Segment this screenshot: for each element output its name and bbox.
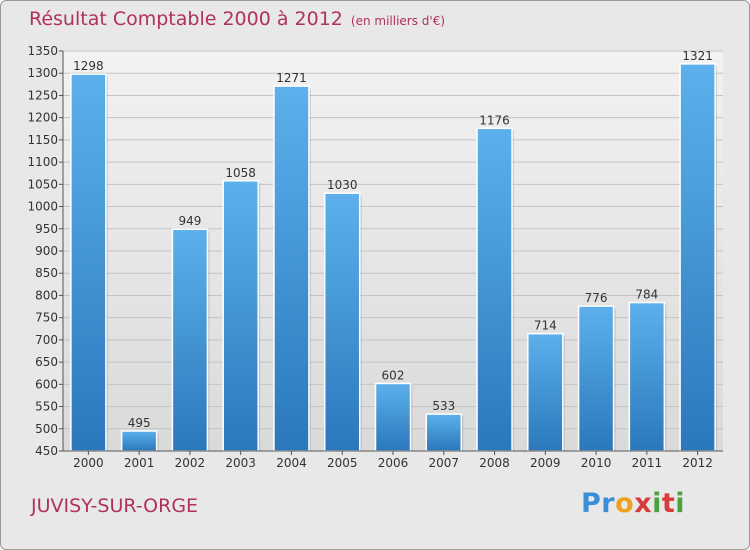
- bar-2012: [679, 63, 716, 452]
- y-tick-label: 1100: [27, 155, 58, 169]
- data-label-2007: 533: [432, 399, 455, 413]
- y-tick-label: 1250: [27, 88, 58, 102]
- y-tick-label: 1000: [27, 200, 58, 214]
- y-tick-label: 1300: [27, 66, 58, 80]
- x-axis: 2000 2001 2002 2003 2004 2005 2006 2007 2008 2009…: [63, 450, 723, 470]
- data-label-2005: 1030: [327, 178, 358, 192]
- data-label-2000: 1298: [73, 59, 104, 73]
- x-tick-label-2007: 2007: [428, 456, 459, 470]
- data-label-2004: 1271: [276, 71, 307, 85]
- y-tick-label: 1200: [27, 111, 58, 125]
- bar-2001: [120, 430, 158, 452]
- data-label-2002: 949: [178, 214, 201, 228]
- logo-letter: i: [675, 488, 686, 519]
- x-tick-label-2000: 2000: [73, 456, 104, 470]
- logo-letter: o: [615, 488, 635, 519]
- data-label-2012: 1321: [682, 49, 713, 63]
- y-tick-label: 600: [35, 377, 58, 391]
- logo-letter: t: [661, 488, 676, 519]
- data-label-2003: 1058: [225, 166, 256, 180]
- x-tick-label-2011: 2011: [632, 456, 663, 470]
- chart-title-text: Résultat Comptable 2000 à 2012: [29, 8, 343, 30]
- x-tick-label-2010: 2010: [581, 456, 612, 470]
- x-tick-label-2006: 2006: [378, 456, 409, 470]
- proxiti-logo: Proxiti: [581, 488, 685, 519]
- data-label-2001: 495: [128, 416, 151, 430]
- bar-2009: [527, 332, 564, 452]
- bar-2000: [70, 73, 107, 452]
- y-tick-label: 750: [35, 311, 58, 325]
- logo-letter: r: [601, 488, 616, 519]
- x-tick-label-2002: 2002: [175, 456, 206, 470]
- data-label-2008: 1176: [479, 113, 510, 127]
- logo-letter: i: [652, 488, 662, 519]
- chart-title: Résultat Comptable 2000 à 2012 (en millie…: [29, 8, 445, 30]
- y-tick-label: 800: [35, 288, 58, 302]
- y-tick-label: 550: [35, 400, 58, 414]
- x-tick-label-2001: 2001: [124, 456, 155, 470]
- data-label-2011: 784: [635, 288, 658, 302]
- data-label-2009: 714: [534, 319, 557, 333]
- y-tick-label: 700: [35, 333, 58, 347]
- y-axis: 450 500 550 600 650 700 750 800 850 900 950 1000 105…: [27, 44, 64, 458]
- x-tick-label-2004: 2004: [276, 456, 307, 470]
- x-tick-label-2008: 2008: [479, 456, 510, 470]
- x-tick-label-2012: 2012: [682, 456, 713, 470]
- y-tick-label: 1050: [27, 177, 58, 191]
- bar-2005: [323, 192, 361, 452]
- data-label-2010: 776: [585, 291, 608, 305]
- bar-2011: [628, 301, 666, 452]
- location-label: JUVISY-SUR-ORGE: [31, 495, 199, 517]
- logo-letter: P: [581, 488, 602, 519]
- bar-2002: [171, 228, 209, 452]
- y-tick-label: 900: [35, 244, 58, 258]
- y-tick-label: 1350: [27, 44, 58, 58]
- y-tick-label: 650: [35, 355, 58, 369]
- data-label-2006: 602: [382, 368, 405, 382]
- y-tick-label: 500: [35, 422, 58, 436]
- bar-2006: [374, 382, 412, 452]
- x-tick-label-2003: 2003: [225, 456, 256, 470]
- x-tick-label-2005: 2005: [327, 456, 358, 470]
- chart-subtitle: (en milliers d'€): [350, 14, 446, 28]
- y-tick-label: 450: [35, 444, 58, 458]
- bar-2007: [425, 413, 463, 452]
- y-tick-label: 850: [35, 266, 58, 280]
- bar-2004: [273, 85, 310, 452]
- bar-2003: [222, 180, 259, 452]
- bar-2008: [476, 127, 513, 452]
- y-tick-label: 950: [35, 222, 58, 236]
- y-tick-label: 1150: [27, 133, 58, 147]
- bar-2010: [577, 305, 615, 452]
- logo-letter: x: [634, 488, 653, 519]
- x-tick-label-2009: 2009: [530, 456, 561, 470]
